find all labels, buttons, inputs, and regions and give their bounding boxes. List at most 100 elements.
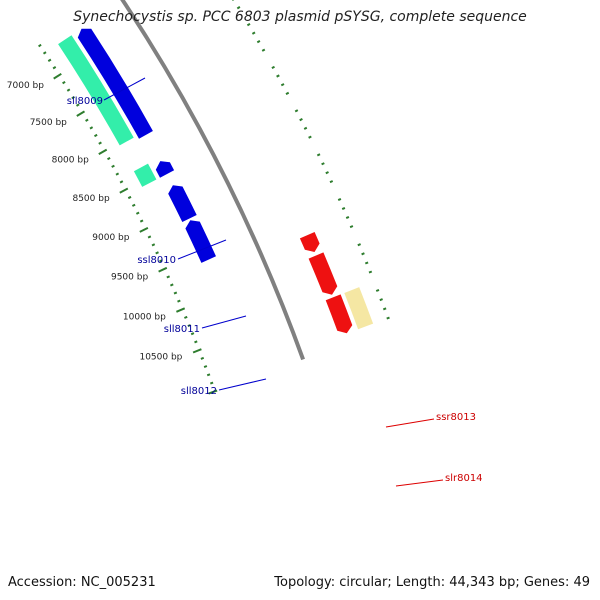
minor-tick bbox=[325, 171, 329, 175]
summary-label: Topology: circular; Length: 44,343 bp; G… bbox=[274, 575, 590, 590]
tick-label: 7000 bp bbox=[7, 81, 44, 91]
minor-tick bbox=[379, 298, 383, 302]
minor-tick bbox=[98, 141, 102, 145]
minor-tick bbox=[329, 180, 334, 184]
minor-tick bbox=[85, 118, 89, 122]
gene-cds-sll8011[interactable] bbox=[168, 185, 197, 222]
minor-tick bbox=[169, 283, 174, 287]
minor-tick bbox=[166, 275, 170, 279]
tick-label: 10000 bp bbox=[123, 312, 166, 322]
minor-tick bbox=[139, 219, 144, 223]
minor-tick bbox=[177, 299, 181, 303]
minor-tick bbox=[316, 153, 321, 157]
minor-tick bbox=[280, 83, 285, 87]
gene-cds-ssl8010[interactable] bbox=[155, 161, 175, 178]
minor-tick bbox=[321, 162, 325, 166]
minor-tick bbox=[349, 225, 354, 229]
gene-label-sll8009[interactable]: sll8009 bbox=[67, 96, 103, 107]
minor-tick bbox=[361, 252, 365, 256]
minor-tick bbox=[251, 31, 256, 35]
minor-tick bbox=[173, 291, 178, 295]
tick-label: 8000 bp bbox=[52, 156, 89, 166]
major-tick bbox=[119, 187, 129, 194]
minor-tick bbox=[261, 48, 266, 52]
gene-cds-slr8015[interactable] bbox=[325, 294, 353, 334]
minor-tick bbox=[52, 66, 57, 70]
minor-tick bbox=[119, 180, 124, 184]
gene-label-ssr8013[interactable]: ssr8013 bbox=[436, 412, 476, 423]
minor-tick bbox=[308, 135, 312, 139]
gene-label-sll8012[interactable]: sll8012 bbox=[181, 386, 217, 397]
gene-gene-ssl8010[interactable] bbox=[133, 163, 157, 187]
tick-label: 9500 bp bbox=[111, 272, 148, 282]
minor-tick bbox=[155, 251, 159, 255]
minor-tick bbox=[71, 95, 76, 100]
minor-tick bbox=[47, 58, 52, 62]
minor-tick bbox=[147, 235, 152, 239]
plasmid-backbone bbox=[120, 0, 305, 361]
label-leader-line bbox=[201, 315, 247, 329]
minor-tick bbox=[200, 356, 205, 360]
major-tick bbox=[158, 266, 168, 273]
gene-label-sll8011[interactable]: sll8011 bbox=[164, 324, 200, 335]
minor-tick bbox=[364, 261, 369, 265]
minor-tick bbox=[271, 65, 275, 69]
gene-cds-ssr8013[interactable] bbox=[299, 232, 320, 252]
minor-tick bbox=[94, 133, 98, 138]
minor-tick bbox=[42, 51, 47, 55]
tick-label: 10500 bp bbox=[139, 353, 182, 363]
tick-layer: 7000 bp 7500 bp 8000 bp 8500 bp 9000 bp 9500 … bbox=[7, 0, 390, 395]
minor-tick bbox=[131, 203, 136, 207]
minor-tick bbox=[256, 40, 261, 44]
minor-tick bbox=[38, 43, 42, 48]
minor-tick bbox=[357, 243, 361, 247]
label-leader-line bbox=[395, 479, 444, 487]
minor-tick bbox=[159, 259, 163, 263]
gene-label-ssl8010[interactable]: ssl8010 bbox=[137, 255, 176, 266]
major-tick bbox=[76, 110, 86, 117]
label-leader-line bbox=[177, 239, 227, 260]
major-tick bbox=[192, 348, 202, 354]
minor-tick bbox=[206, 373, 211, 377]
gene-cds-sll8012[interactable] bbox=[185, 220, 216, 263]
minor-tick bbox=[276, 74, 280, 78]
major-tick bbox=[139, 227, 149, 233]
minor-tick bbox=[299, 118, 303, 122]
gene-gene-sll8009[interactable] bbox=[58, 35, 134, 146]
minor-tick bbox=[66, 88, 71, 92]
accession-label: Accession: NC_005231 bbox=[8, 575, 156, 590]
minor-tick bbox=[111, 164, 115, 168]
minor-tick bbox=[337, 197, 342, 202]
gene-label-slr8014[interactable]: slr8014 bbox=[445, 473, 483, 484]
minor-tick bbox=[187, 324, 191, 328]
map-title: Synechocystis sp. PCC 6803 plasmid pSYSG… bbox=[73, 9, 527, 25]
major-tick bbox=[98, 148, 108, 155]
label-leader-line bbox=[103, 77, 146, 101]
minor-tick bbox=[375, 288, 380, 292]
label-leader-line bbox=[218, 378, 267, 391]
gene-gene-slr8015[interactable] bbox=[344, 287, 374, 330]
major-tick bbox=[53, 72, 62, 80]
minor-tick bbox=[127, 195, 132, 200]
minor-tick bbox=[285, 91, 290, 95]
minor-tick bbox=[115, 172, 120, 176]
gene-cds-sll8009[interactable] bbox=[77, 28, 153, 139]
minor-tick bbox=[368, 270, 373, 274]
minor-tick bbox=[107, 157, 111, 161]
minor-tick bbox=[294, 109, 299, 113]
minor-tick bbox=[194, 340, 198, 344]
minor-tick bbox=[184, 315, 188, 319]
minor-tick bbox=[236, 6, 241, 10]
minor-tick bbox=[341, 206, 346, 211]
label-leader-line bbox=[385, 418, 435, 428]
minor-tick bbox=[89, 126, 94, 130]
minor-tick bbox=[386, 316, 390, 320]
minor-tick bbox=[62, 80, 66, 85]
minor-tick bbox=[190, 332, 195, 336]
minor-tick bbox=[246, 22, 251, 27]
minor-tick bbox=[209, 381, 214, 385]
major-tick bbox=[208, 389, 218, 395]
minor-tick bbox=[135, 211, 140, 215]
gene-cds-slr8014[interactable] bbox=[308, 252, 338, 295]
